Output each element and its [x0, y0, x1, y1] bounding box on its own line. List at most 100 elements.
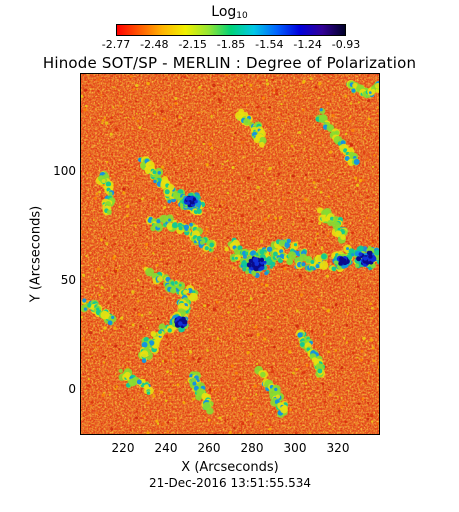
- speckle-dot: [246, 397, 249, 400]
- speckle-dot: [216, 387, 220, 391]
- network-dot: [317, 368, 323, 374]
- speckle-dot: [374, 307, 378, 310]
- speckle-dot: [357, 101, 360, 104]
- speckle-dot: [291, 191, 294, 194]
- speckle-dot: [249, 334, 253, 337]
- speckle-dot: [207, 227, 209, 230]
- speckle-dot: [320, 246, 324, 249]
- speckle-dot: [138, 198, 142, 202]
- speckle-dot: [323, 401, 327, 404]
- speckle-dot: [241, 422, 245, 426]
- speckle-dot: [288, 320, 291, 323]
- speckle-dot: [263, 217, 268, 221]
- speckle-dot: [107, 414, 110, 416]
- speckle-dot: [251, 163, 253, 165]
- colorbar-label: Log: [211, 4, 237, 20]
- speckle-dot: [221, 148, 225, 152]
- speckle-dot: [345, 384, 348, 386]
- speckle-dot: [313, 141, 316, 143]
- network-dot: [300, 342, 305, 347]
- network-dot: [118, 368, 123, 373]
- speckle-dot: [332, 306, 334, 309]
- speckle-dot: [155, 419, 159, 423]
- speckle-dot: [133, 308, 137, 311]
- network-dot: [189, 292, 198, 302]
- speckle-dot: [298, 281, 302, 285]
- network-dot: [244, 251, 249, 256]
- speckle-dot: [310, 329, 314, 333]
- speckle-dot: [171, 359, 175, 363]
- speckle-dot: [211, 217, 213, 219]
- speckle-dot: [282, 358, 285, 361]
- speckle-dot: [224, 366, 226, 369]
- speckle-dot: [198, 150, 202, 153]
- speckle-dot: [152, 394, 156, 398]
- network-dot: [141, 341, 148, 348]
- speckle-dot: [193, 347, 195, 349]
- speckle-dot: [352, 241, 354, 243]
- speckle-dot: [227, 311, 230, 314]
- speckle-dot: [120, 110, 123, 112]
- network-dot: [331, 266, 337, 272]
- speckle-dot: [345, 341, 349, 344]
- speckle-dot: [273, 345, 276, 349]
- speckle-dot: [292, 371, 295, 375]
- speckle-dot: [221, 315, 223, 318]
- speckle-dot: [160, 165, 164, 169]
- polarization-map-image: [81, 74, 380, 434]
- network-dot: [140, 350, 149, 358]
- core-dot: [192, 197, 196, 201]
- core-dot: [356, 256, 362, 262]
- speckle-dot: [245, 103, 248, 106]
- speckle-dot: [203, 304, 207, 308]
- speckle-dot: [88, 381, 90, 383]
- speckle-dot: [330, 230, 332, 232]
- speckle-dot: [229, 298, 232, 301]
- speckle-dot: [321, 248, 324, 251]
- speckle-dot: [164, 167, 166, 169]
- speckle-dot: [372, 214, 376, 218]
- speckle-dot: [244, 415, 248, 418]
- speckle-dot: [107, 343, 110, 345]
- speckle-dot: [278, 117, 280, 120]
- speckle-dot: [285, 111, 287, 114]
- speckle-dot: [160, 296, 164, 299]
- speckle-dot: [111, 175, 115, 179]
- speckle-dot: [182, 213, 185, 216]
- speckle-dot: [315, 345, 319, 349]
- speckle-dot: [289, 408, 292, 412]
- speckle-dot: [268, 123, 272, 126]
- speckle-dot: [367, 372, 371, 375]
- speckle-dot: [102, 355, 105, 358]
- speckle-dot: [311, 84, 313, 86]
- speckle-dot: [222, 200, 226, 204]
- colorbar-tick: -1.54: [255, 38, 284, 51]
- network-dot: [152, 170, 157, 175]
- speckle-dot: [358, 178, 363, 183]
- speckle-dot: [146, 81, 150, 86]
- speckle-dot: [128, 255, 131, 258]
- speckle-dot: [87, 378, 90, 381]
- speckle-dot: [178, 122, 182, 126]
- speckle-dot: [347, 128, 349, 130]
- speckle-dot: [214, 211, 216, 214]
- speckle-dot: [253, 297, 255, 300]
- speckle-dot: [240, 140, 245, 144]
- speckle-dot: [304, 382, 307, 385]
- speckle-dot: [165, 415, 168, 418]
- speckle-dot: [286, 369, 288, 371]
- speckle-dot: [352, 299, 354, 301]
- speckle-dot: [162, 97, 165, 100]
- speckle-dot: [214, 394, 216, 396]
- speckle-dot: [226, 191, 230, 195]
- magnetic-network-layer: [81, 74, 380, 434]
- network-dot: [106, 209, 112, 215]
- network-dot: [172, 222, 178, 229]
- speckle-dot: [113, 326, 117, 330]
- speckle-dot: [131, 315, 134, 318]
- speckle-dot: [372, 359, 376, 363]
- network-dot: [379, 244, 380, 253]
- speckle-dot: [201, 153, 204, 156]
- speckle-dot: [169, 396, 172, 399]
- network-dot: [286, 238, 291, 244]
